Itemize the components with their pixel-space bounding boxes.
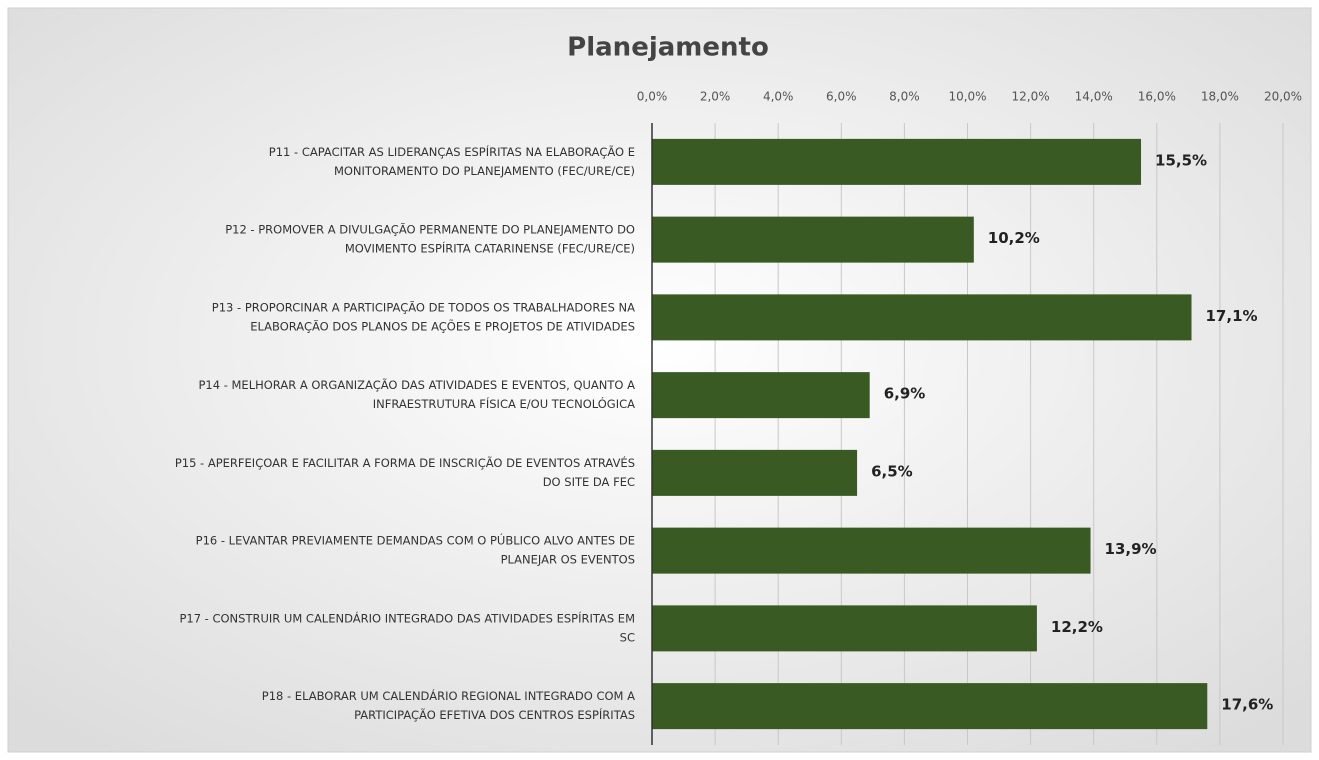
data-label: 13,9%	[1105, 540, 1157, 558]
category-label: P18 - ELABORAR UM CALENDÁRIO REGIONAL IN…	[262, 688, 635, 703]
category-label: PLANEJAR OS EVENTOS	[501, 553, 635, 567]
data-label: 12,2%	[1051, 618, 1103, 636]
x-tick-label: 16,0%	[1138, 90, 1176, 104]
x-tick-label: 6,0%	[826, 90, 857, 104]
x-tick-label: 10,0%	[948, 90, 986, 104]
x-tick-label: 18,0%	[1201, 90, 1239, 104]
bar	[652, 527, 1091, 574]
category-label: SC	[620, 630, 635, 644]
category-label: MOVIMENTO ESPÍRITA CATARINENSE (FEC/URE/…	[345, 241, 635, 256]
bar	[652, 294, 1192, 341]
data-label: 6,5%	[871, 462, 913, 480]
x-tick-label: 0,0%	[637, 90, 668, 104]
x-tick-label: 20,0%	[1264, 90, 1302, 104]
x-tick-label: 4,0%	[763, 90, 794, 104]
category-label: MONITORAMENTO DO PLANEJAMENTO (FEC/URE/C…	[334, 164, 635, 178]
x-tick-label: 12,0%	[1012, 90, 1050, 104]
category-label: ELABORAÇÃO DOS PLANOS DE AÇÕES E PROJETO…	[250, 318, 635, 333]
category-label: DO SITE DA FEC	[543, 475, 635, 489]
category-label: P11 - CAPACITAR AS LIDERANÇAS ESPÍRITAS …	[269, 144, 635, 159]
x-tick-label: 8,0%	[889, 90, 920, 104]
bar	[652, 138, 1142, 185]
category-label: P14 - MELHORAR A ORGANIZAÇÃO DAS ATIVIDA…	[198, 377, 635, 392]
category-label: P13 - PROPORCINAR A PARTICIPAÇÃO DE TODO…	[212, 299, 635, 314]
category-label: P12 - PROMOVER A DIVULGAÇÃO PERMANENTE D…	[225, 222, 635, 237]
x-tick-label: 2,0%	[700, 90, 731, 104]
bar	[652, 683, 1208, 730]
category-label: P15 - APERFEIÇOAR E FACILITAR A FORMA DE…	[175, 455, 635, 470]
bar	[652, 372, 870, 419]
category-label: P16 - LEVANTAR PREVIAMENTE DEMANDAS COM …	[196, 533, 635, 548]
bar	[652, 216, 974, 263]
data-label: 6,9%	[884, 385, 926, 403]
x-tick-label: 14,0%	[1075, 90, 1113, 104]
data-label: 17,6%	[1221, 696, 1273, 714]
data-label: 17,1%	[1206, 307, 1258, 325]
category-label: P17 - CONSTRUIR UM CALENDÁRIO INTEGRADO …	[179, 610, 635, 625]
data-label: 15,5%	[1155, 151, 1207, 169]
bar	[652, 605, 1037, 652]
data-label: 10,2%	[988, 229, 1040, 247]
bar	[652, 449, 858, 496]
category-label: INFRAESTRUTURA FÍSICA E/OU TECNOLÓGICA	[373, 396, 635, 411]
category-label: PARTICIPAÇÃO EFETIVA DOS CENTROS ESPÍRIT…	[354, 707, 635, 722]
chart-title: Planejamento	[567, 33, 769, 63]
